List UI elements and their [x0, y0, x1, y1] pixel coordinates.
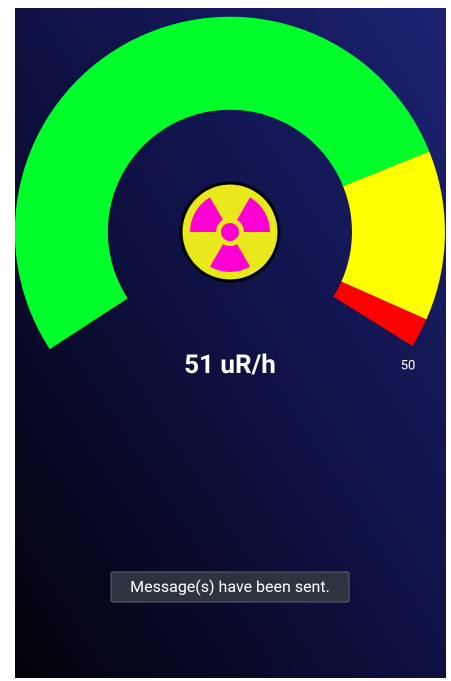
radiation-icon: [179, 181, 281, 283]
gauge-green-zone: [15, 16, 430, 350]
toast: Message(s) have been sent.: [110, 571, 350, 603]
toast-message: Message(s) have been sent.: [130, 577, 330, 596]
gauge-reading: 51 uR/h: [184, 350, 276, 380]
toast-background: [110, 571, 350, 603]
icon-blade: [237, 197, 270, 232]
scale-label: 50: [401, 358, 416, 373]
icon-blade: [190, 197, 223, 232]
gauge-red-zone: [333, 281, 427, 346]
icon-blade: [210, 244, 250, 272]
gauge-yellow-zone: [341, 151, 445, 320]
gauge: [15, 16, 445, 350]
icon-center: [221, 223, 239, 241]
